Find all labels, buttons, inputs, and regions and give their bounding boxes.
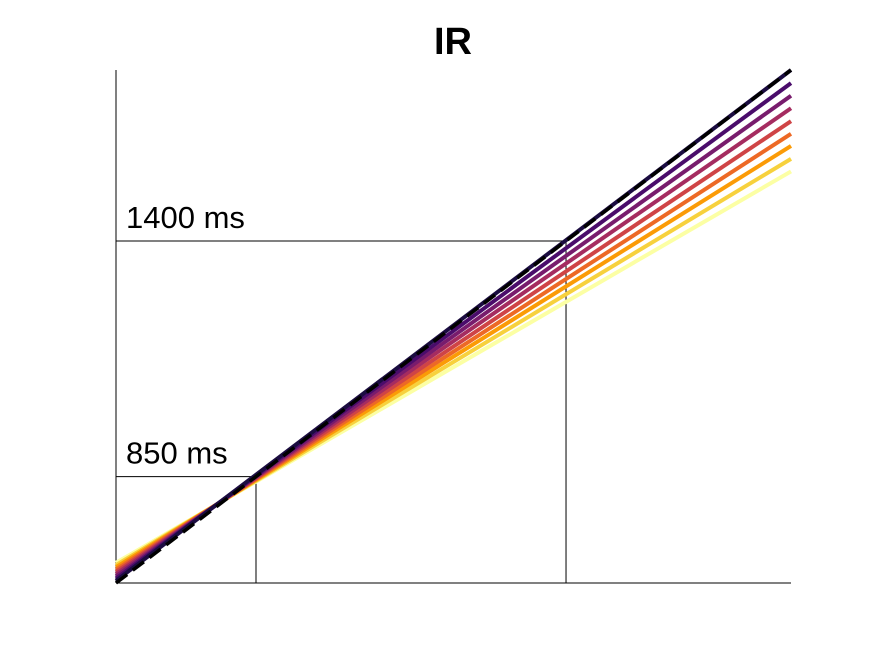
reference-label-0: 850 ms (126, 436, 228, 471)
reference-label-1: 1400 ms (126, 200, 245, 235)
reference-labels: 850 ms 1400 ms (126, 200, 245, 471)
series-lines (114, 68, 793, 585)
identity-line (114, 68, 793, 585)
chart-title: IR (434, 21, 472, 63)
